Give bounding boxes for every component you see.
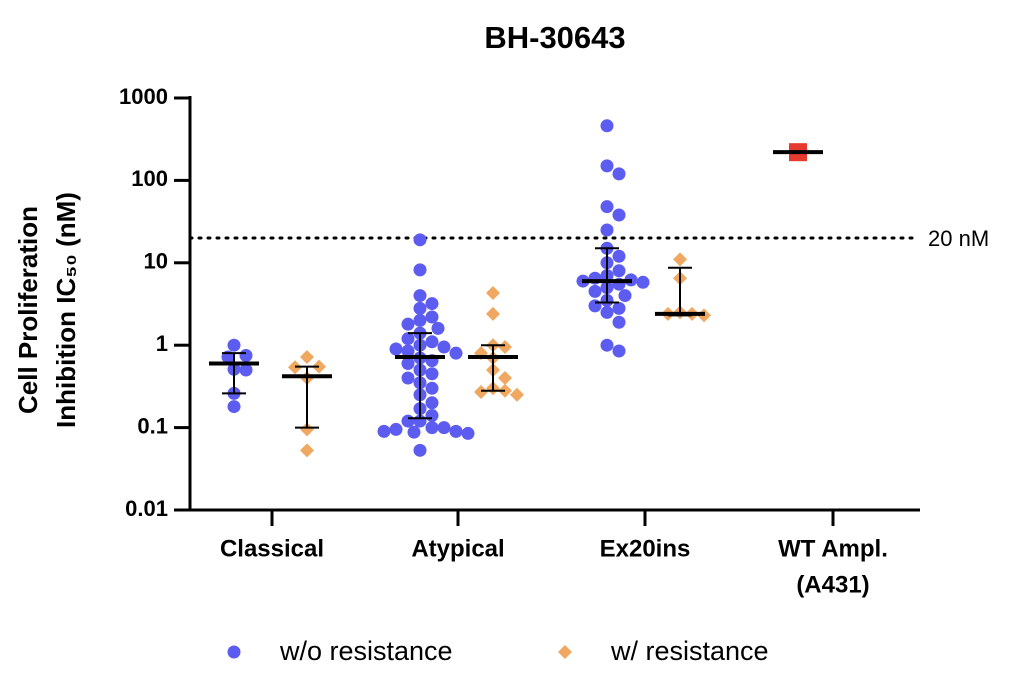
legend-marker [558,645,572,659]
x-tick-label: Classical [220,535,324,562]
data-point [600,223,614,237]
data-point [498,340,512,355]
reference-label: 20 nM [928,226,989,251]
data-point [389,422,403,436]
data-point [588,284,602,298]
data-point [401,344,415,358]
data-point [636,275,650,289]
data-point [401,332,415,346]
data-point [474,385,488,400]
y-tick-label: 10 [144,249,168,274]
data-point [449,424,463,438]
data-point [413,233,427,247]
data-point [600,200,614,214]
data-point [239,363,253,377]
data-point [437,340,451,354]
data-point [425,310,439,324]
data-point [425,409,439,423]
y-tick-label: 0.1 [137,413,168,438]
data-point [407,425,421,439]
x-tick-label: Atypical [411,535,504,562]
data-point [612,249,626,263]
data-point [673,252,687,267]
y-tick-label: 100 [131,166,168,191]
y-axis-label: Cell Proliferation [13,206,43,414]
data-point [431,321,445,335]
chart-title: BH-30643 [484,20,625,55]
data-point [425,335,439,349]
y-axis-label: Inhibition IC₅₀ (nM) [51,192,81,428]
y-tick-label: 1000 [119,84,168,109]
x-tick-label: (A431) [796,571,869,598]
data-point [401,317,415,331]
y-tick-label: 1 [156,331,168,356]
data-point [461,426,475,440]
data-point [612,208,626,222]
data-point [413,301,427,315]
data-point [612,315,626,329]
data-point [401,371,415,385]
data-point [413,289,427,303]
data-point [600,338,614,352]
data-point [227,338,241,352]
data-point [437,421,451,435]
data-point [413,263,427,277]
data-point [618,289,632,303]
data-point [486,286,500,301]
data-point [239,348,253,362]
data-point [300,349,314,364]
data-point [227,400,241,414]
data-point [425,396,439,410]
data-point [425,421,439,435]
legend-label: w/ resistance [610,636,769,666]
x-tick-label: Ex20ins [600,535,691,562]
data-point [300,443,314,458]
x-tick-label: WT Ampl. [778,535,888,562]
data-point [401,356,415,370]
data-point [377,424,391,438]
data-point [413,443,427,457]
data-point [401,414,415,428]
data-point [449,346,463,360]
y-tick-label: 0.01 [125,496,168,521]
data-point [425,367,439,381]
data-point [600,305,614,319]
data-point [612,344,626,358]
data-point [389,342,403,356]
data-point [612,167,626,181]
data-point [413,313,427,327]
data-point [486,306,500,321]
data-point [588,299,602,313]
data-point [425,297,439,311]
data-point [498,370,512,385]
data-point [612,301,626,315]
legend-marker [227,645,241,659]
data-point [612,264,626,278]
data-point [300,422,314,437]
data-point [600,159,614,173]
data-point [600,119,614,133]
data-point [425,381,439,395]
data-point [510,387,524,402]
legend-label: w/o resistance [279,636,453,666]
